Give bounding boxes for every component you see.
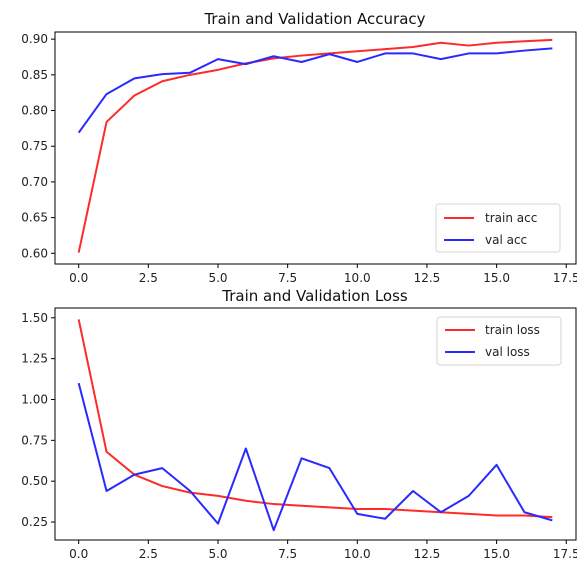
loss-chart-title: Train and Validation Loss [221, 287, 408, 305]
accuracy-panel: Train and Validation Accuracy 0.0 2.5 5.0 7… [21, 10, 577, 285]
acc-x-tick-label: 10.0 [344, 271, 371, 285]
loss-y-tick-label: 0.50 [21, 474, 48, 488]
legend-label-train-loss: train loss [485, 323, 540, 337]
loss-plot-area: 0.0 2.5 5.0 7.5 10.0 12.5 15.0 17.5 0.25 0.50 0.75… [21, 307, 577, 561]
acc-x-tick-label: 2.5 [139, 271, 158, 285]
loss-x-tick-label: 17.5 [553, 547, 577, 561]
loss-axes-frame [54, 307, 577, 541]
acc-x-tick-label: 5.0 [208, 271, 227, 285]
loss-y-tick-label: 0.75 [21, 433, 48, 447]
acc-y-tick-label: 0.85 [21, 68, 48, 82]
loss-y-tick-label: 1.25 [21, 352, 48, 366]
loss-y-tick-label: 1.50 [21, 311, 48, 325]
acc-y-tick-label: 0.75 [21, 139, 48, 153]
acc-y-tick-label: 0.70 [21, 175, 48, 189]
acc-y-tick-label: 0.60 [21, 246, 48, 260]
loss-x-tick-label: 2.5 [139, 547, 158, 561]
acc-y-tick-label: 0.80 [21, 104, 48, 118]
acc-series-line-val-acc [77, 47, 553, 134]
acc-series-line-train-acc [77, 38, 553, 253]
loss-x-tick-label: 12.5 [414, 547, 441, 561]
loss-legend: train loss val loss [436, 316, 562, 366]
accuracy-chart-title: Train and Validation Accuracy [203, 10, 425, 28]
legend-label-train-acc: train acc [485, 211, 537, 225]
loss-series-line-train-loss [77, 319, 553, 519]
loss-panel: Train and Validation Loss 0.0 2.5 5.0 7.5 10… [21, 287, 577, 561]
loss-series-line-val-loss [77, 382, 553, 532]
loss-y-tick-label: 1.00 [21, 392, 48, 406]
acc-axes-frame [54, 31, 577, 265]
loss-x-tick-label: 0.0 [69, 547, 88, 561]
acc-x-tick-label: 0.0 [69, 271, 88, 285]
legend-label-val-loss: val loss [485, 345, 530, 359]
accuracy-legend: train acc val acc [435, 203, 561, 253]
acc-y-tick-label: 0.65 [21, 211, 48, 225]
accuracy-plot-area: 0.0 2.5 5.0 7.5 10.0 12.5 15.0 17.5 0.60 0.65 0.70… [21, 31, 577, 285]
loss-y-tick-label: 0.25 [21, 515, 48, 529]
acc-x-tick-label: 7.5 [278, 271, 297, 285]
loss-x-tick-label: 7.5 [278, 547, 297, 561]
loss-x-tick-label: 10.0 [344, 547, 371, 561]
loss-x-tick-label: 5.0 [208, 547, 227, 561]
acc-x-tick-label: 17.5 [553, 271, 577, 285]
acc-y-tick-label: 0.90 [21, 32, 48, 46]
loss-x-tick-label: 15.0 [483, 547, 510, 561]
acc-x-tick-label: 12.5 [414, 271, 441, 285]
acc-x-tick-label: 15.0 [483, 271, 510, 285]
legend-label-val-acc: val acc [485, 233, 527, 247]
